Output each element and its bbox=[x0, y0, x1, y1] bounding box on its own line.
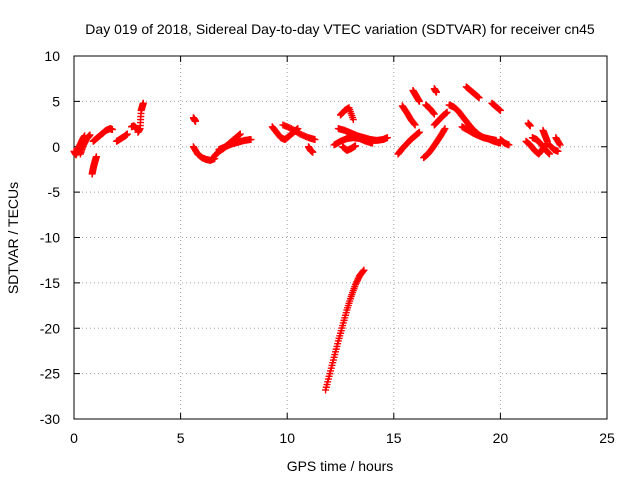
y-tick-label: -25 bbox=[40, 366, 60, 382]
grid bbox=[74, 56, 607, 419]
series-arc-b bbox=[76, 131, 94, 158]
y-tick-label: -5 bbox=[48, 184, 61, 200]
series-arc-r bbox=[330, 134, 376, 149]
y-axis-label: SDTVAR / TECUs bbox=[5, 182, 21, 294]
plot-frame bbox=[73, 55, 608, 420]
data-point bbox=[440, 126, 448, 134]
data-point bbox=[554, 147, 562, 155]
data-point bbox=[247, 135, 255, 143]
data-point bbox=[368, 139, 376, 147]
x-axis-label: GPS time / hours bbox=[287, 458, 394, 474]
data-point bbox=[430, 109, 438, 117]
y-tick-label: -15 bbox=[40, 275, 60, 291]
series-arc-g bbox=[134, 99, 147, 136]
series-arc-f bbox=[128, 122, 140, 132]
series-arc-ab bbox=[462, 83, 483, 102]
data-point bbox=[309, 148, 317, 156]
series-arc-ai bbox=[539, 126, 551, 145]
data-point bbox=[92, 153, 100, 161]
y-tick-label: -20 bbox=[40, 320, 60, 336]
data-point bbox=[544, 148, 552, 156]
data-point bbox=[496, 106, 504, 114]
x-tick-label: 5 bbox=[177, 430, 185, 446]
data-point bbox=[432, 88, 440, 96]
data-point bbox=[443, 108, 451, 116]
series-arc-d bbox=[89, 125, 116, 145]
data-point bbox=[410, 120, 418, 128]
y-tick-label: 0 bbox=[52, 139, 60, 155]
series-arc-af bbox=[524, 119, 534, 130]
y-tick-label: -10 bbox=[40, 230, 60, 246]
data-point bbox=[415, 128, 423, 136]
series-arc-o bbox=[322, 266, 368, 394]
data-point bbox=[526, 122, 534, 130]
data-point bbox=[139, 99, 147, 107]
data-point bbox=[411, 121, 419, 129]
x-tick-label: 0 bbox=[70, 430, 78, 446]
data-point bbox=[545, 149, 553, 157]
series-arc-w bbox=[420, 125, 449, 162]
data-point bbox=[555, 140, 563, 148]
series-arc-x bbox=[422, 101, 438, 118]
data-point bbox=[383, 134, 391, 142]
series-arc-m bbox=[279, 121, 319, 143]
data-point bbox=[415, 97, 423, 105]
x-tick-label: 15 bbox=[386, 430, 402, 446]
x-tick-label: 20 bbox=[493, 430, 509, 446]
series-arc-k bbox=[215, 135, 255, 153]
series-arc-ak bbox=[552, 134, 564, 149]
series-arc-e bbox=[113, 130, 131, 145]
data-point bbox=[192, 117, 200, 125]
x-tick-label: 10 bbox=[279, 430, 295, 446]
data-point bbox=[441, 125, 449, 133]
y-tick-labels: 10 5 0 -5 -10 -15 -20 -25 -30 bbox=[40, 48, 60, 427]
series-arc-p bbox=[337, 104, 357, 124]
axis-ticks bbox=[73, 55, 608, 420]
series-arc-s bbox=[339, 142, 359, 154]
data-point bbox=[475, 94, 483, 102]
data-point bbox=[351, 142, 359, 150]
series-arc-ae bbox=[496, 135, 513, 149]
series-arc-c bbox=[88, 153, 100, 178]
data-point bbox=[545, 150, 553, 158]
series-arc-y bbox=[430, 85, 440, 96]
data-point bbox=[108, 126, 116, 134]
series-arc-ac bbox=[458, 123, 504, 147]
data-point bbox=[349, 116, 357, 124]
series-arc-t bbox=[394, 128, 423, 158]
series-arc-ah bbox=[528, 134, 553, 158]
data-point bbox=[359, 267, 367, 275]
data-point bbox=[86, 131, 94, 139]
series-arc-i bbox=[189, 143, 219, 164]
series-arc-v bbox=[409, 86, 423, 105]
data-point bbox=[311, 135, 319, 143]
data-point bbox=[123, 130, 131, 138]
chart-title: Day 019 of 2018, Sidereal Day-to-day VTE… bbox=[85, 21, 595, 37]
series-arc-h bbox=[189, 114, 200, 125]
series-arc-u bbox=[398, 102, 419, 129]
y-tick-label: 5 bbox=[52, 93, 60, 109]
series-arc-z bbox=[430, 108, 451, 129]
data-points bbox=[70, 83, 564, 394]
series-arc-ad bbox=[488, 99, 504, 114]
x-tick-labels: 0 5 10 15 20 25 bbox=[70, 430, 615, 446]
series-arc-n bbox=[305, 143, 317, 156]
series-arc-aj bbox=[545, 141, 562, 155]
y-tick-label: 10 bbox=[44, 48, 60, 64]
data-point bbox=[556, 141, 564, 149]
data-point bbox=[505, 141, 513, 149]
data-point bbox=[360, 266, 368, 274]
data-point bbox=[236, 130, 244, 138]
data-point bbox=[430, 110, 438, 118]
x-tick-label: 25 bbox=[599, 430, 615, 446]
y-tick-label: -30 bbox=[40, 411, 60, 427]
data-point bbox=[543, 137, 551, 145]
